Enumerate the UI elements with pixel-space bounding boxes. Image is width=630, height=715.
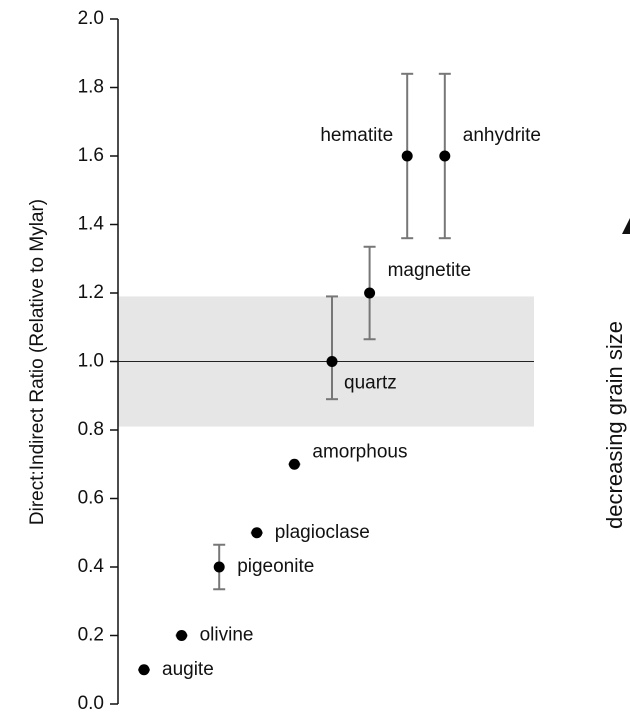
point-label: magnetite [388, 260, 471, 281]
point [364, 287, 376, 299]
point-label: augite [162, 659, 214, 680]
point-label: olivine [200, 625, 254, 646]
side-label: decreasing grain size [602, 321, 627, 529]
point-label: amorphous [312, 441, 407, 462]
point [213, 561, 225, 573]
point-label: pigeonite [237, 556, 314, 577]
point [251, 527, 263, 539]
arrow-head [622, 218, 630, 234]
point-label: hematite [320, 125, 393, 146]
y-tick-label: 1.2 [78, 282, 104, 303]
y-tick-label: 0.2 [78, 625, 104, 646]
y-tick-label: 1.8 [78, 77, 104, 98]
y-tick-label: 0.6 [78, 488, 104, 509]
y-tick-label: 1.6 [78, 145, 104, 166]
point [439, 150, 451, 162]
y-tick-label: 0.0 [78, 693, 104, 714]
point [401, 150, 413, 162]
point [176, 630, 188, 641]
point [288, 458, 300, 470]
point-label: quartz [344, 373, 397, 394]
y-axis-label: Direct:Indirect Ratio (Relative to Mylar… [27, 199, 48, 525]
point [326, 356, 338, 367]
y-tick-label: 1.0 [78, 351, 104, 372]
y-tick-label: 0.8 [78, 419, 104, 440]
y-tick-label: 0.4 [78, 556, 105, 577]
y-tick-label: 1.4 [78, 214, 105, 235]
y-tick-label: 2.0 [78, 8, 104, 29]
point-label: anhydrite [463, 125, 541, 146]
point [138, 664, 150, 676]
point-label: plagioclase [275, 522, 370, 543]
